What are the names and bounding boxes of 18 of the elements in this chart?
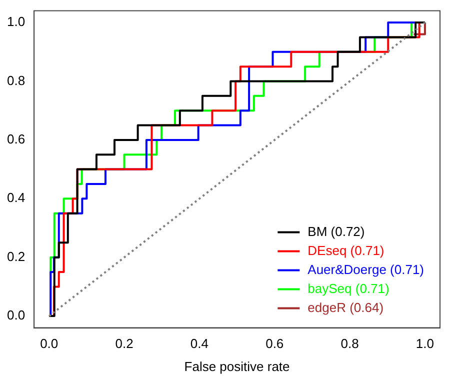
x-tick-label: 0.4 [190, 336, 208, 352]
y-tick-label: 0.6 [6, 132, 26, 147]
legend-label: DEseq (0.71) [308, 242, 384, 258]
y-tick-label: 0.0 [6, 308, 26, 323]
legend-label: baySeq (0.71) [308, 280, 390, 296]
legend-label: edgeR (0.64) [308, 300, 384, 315]
y-tick-label: 0.2 [6, 248, 26, 264]
x-axis-title: False positive rate [184, 358, 290, 374]
x-tick-label: 0.8 [340, 336, 359, 352]
legend-label: Auer&Doerge (0.71) [308, 262, 424, 277]
x-tick-label: 0.2 [115, 336, 134, 352]
x-tick-label: 1.0 [416, 336, 434, 352]
x-tick-label: 0.0 [40, 336, 58, 352]
y-tick-label: 1.0 [6, 14, 26, 30]
legend-label: BM (0.72) [308, 224, 365, 239]
x-tick-label: 0.6 [266, 336, 284, 352]
y-tick-label: 0.4 [6, 190, 26, 206]
y-tick-label: 0.8 [6, 72, 26, 88]
